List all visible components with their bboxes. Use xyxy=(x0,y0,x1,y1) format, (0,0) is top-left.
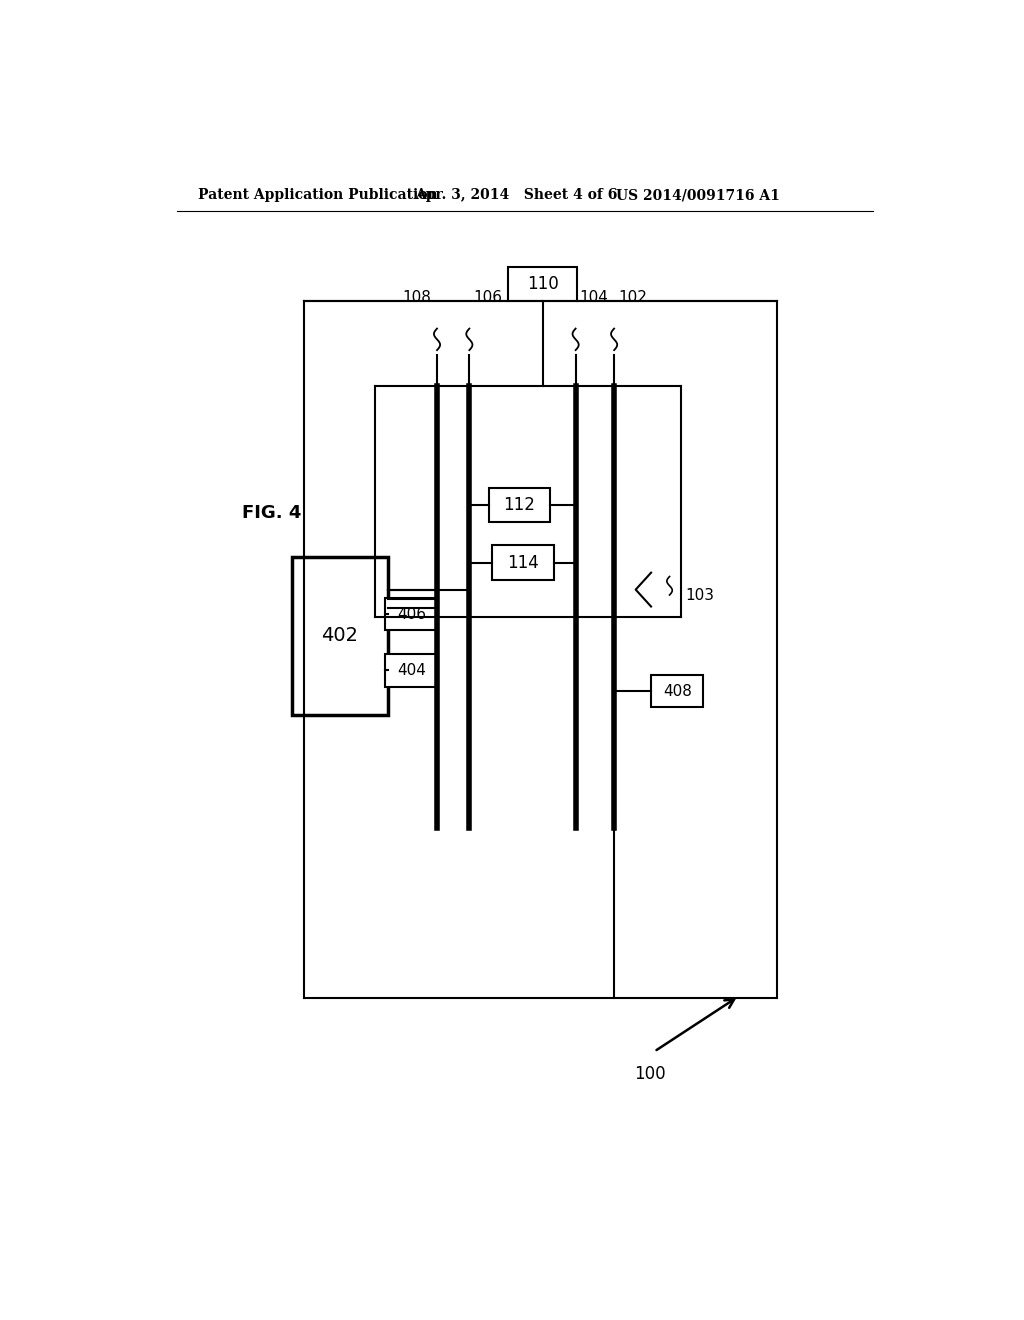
Bar xyxy=(508,267,578,301)
Text: US 2014/0091716 A1: US 2014/0091716 A1 xyxy=(615,189,779,202)
Text: FIG. 4: FIG. 4 xyxy=(243,504,302,521)
Text: 110: 110 xyxy=(526,275,558,293)
Text: 106: 106 xyxy=(473,289,502,305)
Text: 112: 112 xyxy=(504,496,536,513)
Text: 404: 404 xyxy=(397,663,426,678)
Text: 108: 108 xyxy=(402,289,431,305)
Text: 102: 102 xyxy=(617,289,647,305)
Bar xyxy=(385,655,438,686)
Text: 104: 104 xyxy=(580,289,608,305)
Text: 408: 408 xyxy=(663,684,691,698)
Text: 406: 406 xyxy=(397,607,426,622)
Bar xyxy=(651,675,703,708)
Bar xyxy=(385,598,438,631)
Text: Apr. 3, 2014   Sheet 4 of 6: Apr. 3, 2014 Sheet 4 of 6 xyxy=(416,189,617,202)
Text: 100: 100 xyxy=(635,1065,667,1084)
Text: 114: 114 xyxy=(507,553,539,572)
Text: Patent Application Publication: Patent Application Publication xyxy=(199,189,438,202)
Text: 103: 103 xyxy=(685,589,714,603)
Bar xyxy=(488,487,550,523)
Bar xyxy=(292,557,388,714)
Text: 402: 402 xyxy=(322,626,358,645)
Bar xyxy=(493,545,554,579)
